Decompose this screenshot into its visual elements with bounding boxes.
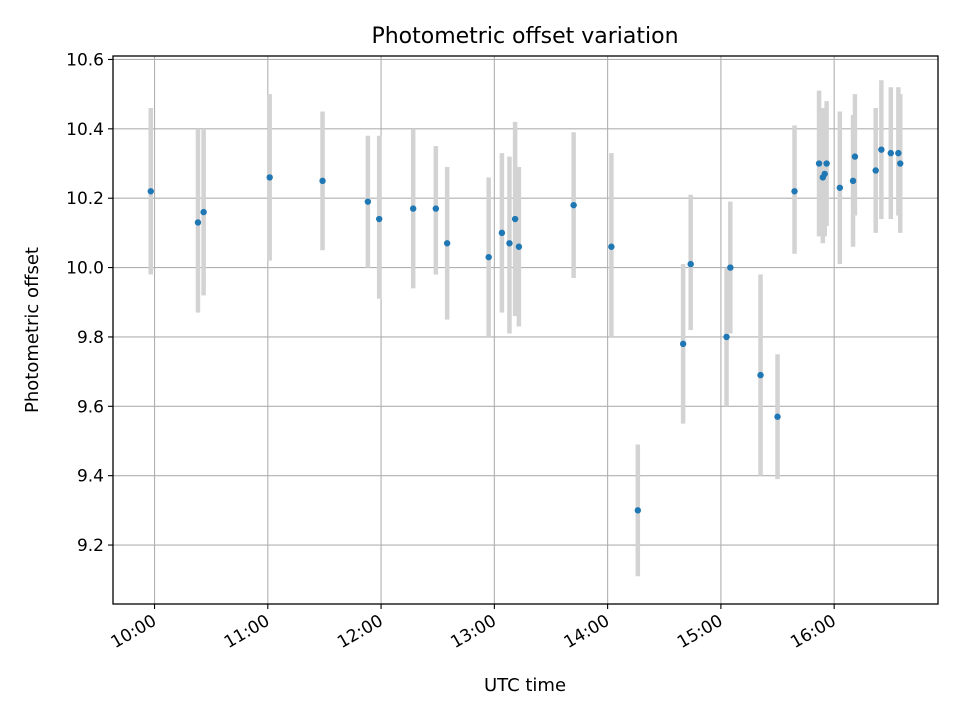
data-point <box>511 215 519 223</box>
y-tick-label: 9.2 <box>77 536 104 556</box>
data-point <box>687 260 694 268</box>
data-point <box>364 198 372 205</box>
data-point <box>200 208 207 216</box>
y-tick-label: 9.8 <box>77 328 104 348</box>
data-point <box>878 146 885 153</box>
data-point <box>570 201 577 209</box>
data-point <box>851 153 859 160</box>
data-point <box>774 413 781 420</box>
y-axis-ticks: 9.2 9.4 9.6 9.8 10.0 10.2 10.4 10.6 <box>66 50 113 556</box>
data-point <box>506 240 513 247</box>
data-point <box>634 507 642 514</box>
y-tick-label: 10.0 <box>66 259 104 279</box>
data-point <box>409 205 417 212</box>
data-point <box>849 177 857 185</box>
y-tick-label: 9.4 <box>77 467 104 487</box>
data-point <box>815 160 823 167</box>
data-point <box>498 229 506 237</box>
data-point <box>319 177 326 185</box>
data-point <box>443 240 451 247</box>
data-point <box>375 215 383 223</box>
data-point <box>266 174 273 181</box>
data-point <box>723 333 730 341</box>
y-tick-label: 10.6 <box>66 50 104 70</box>
data-point <box>432 205 440 212</box>
data-point <box>679 340 687 348</box>
y-tick-label: 9.6 <box>77 397 104 417</box>
data-point <box>897 160 904 167</box>
data-point <box>757 371 764 379</box>
data-point <box>147 188 154 195</box>
data-point <box>485 253 492 261</box>
data-point <box>791 188 798 195</box>
data-point <box>608 243 615 250</box>
y-tick-label: 10.4 <box>66 120 104 140</box>
data-point <box>823 160 830 167</box>
data-point <box>872 167 879 174</box>
data-point <box>727 264 734 271</box>
data-point <box>836 184 844 191</box>
x-axis-label: UTC time <box>484 675 566 696</box>
point-layer <box>147 146 904 514</box>
data-point <box>515 243 523 250</box>
data-point <box>194 219 202 226</box>
chart-title: Photometric offset variation <box>371 24 678 49</box>
y-axis-label: Photometric offset <box>22 247 43 413</box>
data-point <box>821 170 828 178</box>
data-point <box>887 149 895 157</box>
y-tick-label: 10.2 <box>66 189 104 209</box>
data-point <box>895 149 902 157</box>
plot-area-frame <box>112 55 939 605</box>
